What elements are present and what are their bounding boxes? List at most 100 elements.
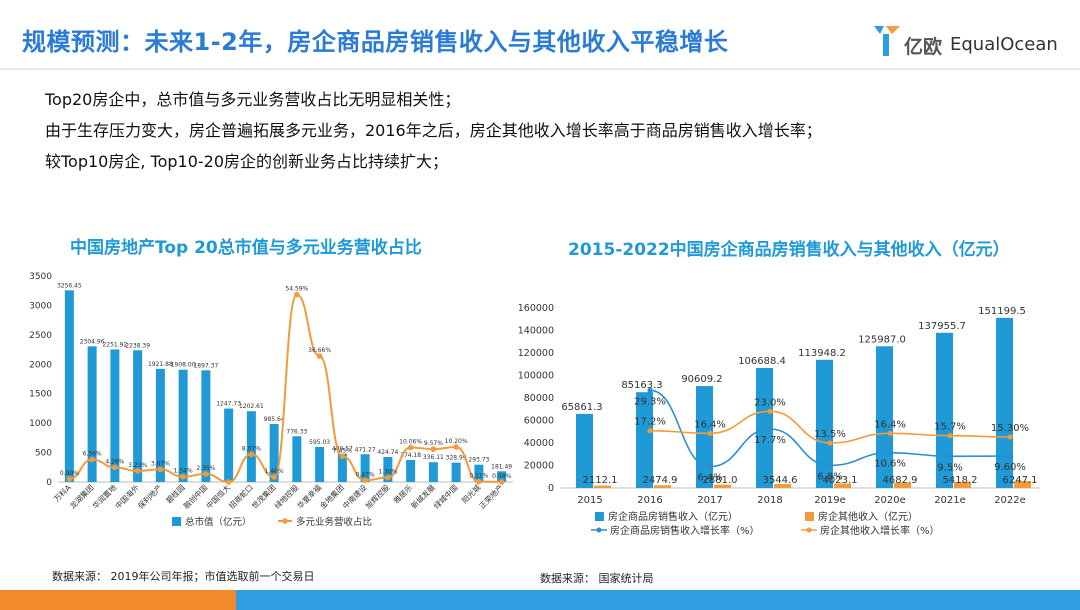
x-tick-label: 2016	[637, 495, 662, 506]
legend-marker-other-growth	[806, 527, 812, 533]
bar-data-label: 2251.92	[102, 341, 127, 348]
bullet-2: 由于生存压力变大，房企普遍拓展多元业务，2016年之后，房企其他收入增长率高于商…	[45, 121, 822, 140]
point-sales-growth	[1007, 453, 1013, 459]
bar-other-revenue	[774, 484, 791, 488]
point-data-label: 9.60%	[994, 462, 1026, 473]
point-data-label: 17.2%	[634, 417, 666, 428]
legend-label: 多元业务营收占比	[296, 516, 372, 528]
bar-data-label: 595.03	[309, 439, 330, 446]
bar-market-value	[428, 462, 438, 482]
bar-data-label: 776.33	[286, 428, 307, 435]
x-tick-label: 世茂集团	[249, 482, 277, 510]
x-tick-label: 绿城中国	[431, 482, 459, 510]
bar-data-label: 1921.88	[148, 361, 173, 368]
point-sales-growth	[767, 426, 773, 432]
y-tick-label: 140000	[518, 326, 554, 337]
point-diversified-share	[180, 473, 186, 480]
bar-data-label: 293.73	[468, 457, 489, 464]
point-diversified-share	[271, 474, 277, 480]
point-data-label: 15.7%	[934, 422, 966, 433]
x-tick-label: 正荣地产	[477, 482, 505, 510]
bar-sales-revenue	[576, 413, 593, 488]
summary-bullets: Top20房企中，总市值与多元业务营收占比无明显相关性； 由于生存压力变大，房企…	[45, 84, 822, 177]
bar-data-label: 424.74	[377, 449, 398, 456]
point-data-label: 36.66%	[308, 347, 331, 354]
point-data-label: 1.46%	[265, 468, 284, 475]
point-data-label: 0.47%	[356, 471, 375, 478]
bar-market-value	[474, 464, 484, 482]
point-diversified-share	[134, 468, 141, 474]
bar-sales-revenue	[816, 359, 833, 488]
x-tick-label: 2015	[577, 495, 602, 506]
x-tick-label: 金地集团	[318, 482, 346, 510]
point-data-label: 10.06%	[399, 438, 422, 445]
bar-sales-revenue	[996, 317, 1013, 488]
bar-sales-revenue	[636, 392, 653, 488]
bar-market-value	[155, 368, 165, 482]
bar-sales-revenue	[936, 332, 953, 488]
x-tick-label: 龙湖集团	[67, 482, 95, 510]
bar-data-label: 181.49	[491, 463, 512, 470]
x-tick-label: 2017	[697, 495, 722, 506]
bullet-1: Top20房企中，总市值与多元业务营收占比无明显相关性；	[45, 90, 461, 109]
point-data-label: 23.0%	[754, 397, 786, 408]
point-sales-growth	[647, 387, 653, 393]
bar-data-label: 985.64	[264, 416, 285, 423]
point-data-label: 3.23%	[128, 462, 147, 469]
footer-bar-orange	[0, 590, 236, 610]
logo-cn-text: 亿欧	[904, 36, 943, 58]
point-data-label: 16.4%	[694, 419, 726, 430]
y-tick-label: 80000	[524, 393, 554, 404]
bar-other-revenue	[654, 485, 671, 488]
point-data-label: 2.35%	[196, 465, 215, 472]
bar-market-value	[87, 346, 97, 482]
point-data-label: 13.5%	[814, 429, 846, 440]
point-data-label: 1.30%	[378, 469, 397, 476]
point-other-growth	[887, 430, 893, 436]
left-chart: 0 500 1000 1500 2000 2500 3000 3500 3256.45 万科A 23…	[29, 272, 513, 528]
left-chart-title: 中国房地产Top 20总市值与多元业务营收占比	[70, 238, 422, 258]
y-tick-label: 0	[548, 483, 554, 494]
point-data-label: 6.8%	[817, 471, 842, 482]
bar-data-label: 471.27	[355, 446, 376, 453]
y-tick-label: 2500	[29, 331, 52, 341]
point-sales-growth	[947, 453, 953, 459]
point-data-label: 7.45%	[333, 447, 352, 454]
x-tick-label: 2022e	[994, 495, 1026, 506]
point-data-label: 54.59%	[285, 286, 308, 293]
y-tick-label: 1000	[29, 419, 52, 429]
page-title: 规模预测：未来1-2年，房企商品房销售收入与其他收入平稳增长	[22, 28, 729, 56]
right-source: 数据来源： 国家统计局	[540, 572, 654, 585]
point-diversified-share	[248, 451, 255, 458]
bar-data-label: 2474.9	[643, 475, 678, 486]
bar-data-label: 113948.2	[798, 348, 846, 359]
bar-market-value	[315, 446, 325, 482]
point-data-label: 3.67%	[151, 460, 170, 467]
logo-icon	[874, 26, 900, 56]
y-tick-label: 20000	[524, 461, 554, 472]
point-diversified-share	[157, 466, 164, 473]
bar-data-label: 374.18	[400, 452, 421, 459]
point-data-label: 9.5%	[937, 462, 962, 473]
y-tick-label: 3500	[29, 272, 52, 282]
point-other-growth	[947, 433, 953, 439]
bar-other-revenue	[894, 482, 911, 488]
y-tick-label: 2000	[29, 360, 52, 370]
bar-data-label: 90609.2	[681, 374, 722, 385]
bar-data-label: 2238.39	[125, 342, 150, 349]
bar-market-value	[497, 471, 507, 482]
bar-data-label: 2881.0	[703, 475, 738, 486]
legend-swatch-sales	[595, 512, 604, 521]
point-sales-growth	[827, 462, 833, 468]
y-tick-label: 100000	[518, 371, 554, 382]
point-diversified-share	[430, 446, 437, 452]
right-chart: 0 20000 40000 60000 80000 100000 120000 140000 1…	[518, 303, 1040, 537]
bar-market-value	[201, 370, 211, 482]
bar-market-value	[451, 462, 461, 482]
point-diversified-share	[112, 464, 118, 471]
footer-bar-blue	[236, 590, 1080, 610]
point-diversified-share	[385, 474, 391, 481]
x-tick-label: 2018	[757, 495, 782, 506]
point-diversified-share	[294, 291, 300, 298]
point-other-growth	[767, 408, 773, 414]
